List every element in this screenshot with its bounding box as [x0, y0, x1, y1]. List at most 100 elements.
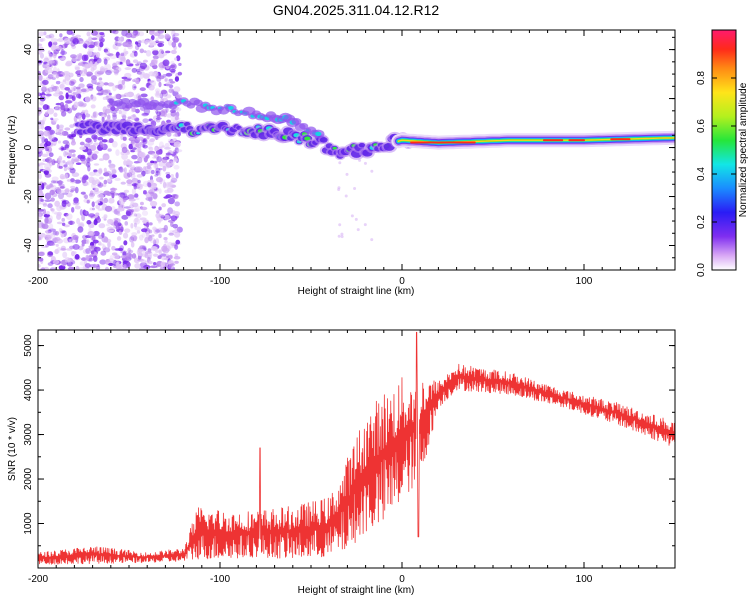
spectrogram-noise-speck — [157, 227, 164, 234]
spectrogram-noise-speck — [135, 41, 139, 45]
spectrogram-noise-speck — [123, 172, 131, 179]
spectrogram-noise-speck — [147, 140, 155, 146]
spectrogram-noise-speck — [170, 174, 175, 179]
spectrogram-ytick-label: 40 — [23, 44, 34, 56]
spectrogram-noise-speck — [172, 34, 176, 41]
spectrogram-noise-speck — [134, 205, 141, 212]
spectrogram-noise-speck — [120, 56, 126, 62]
spectrogram-noise-speck — [156, 111, 162, 116]
spectrogram-noise-speck — [44, 199, 52, 202]
spectrogram-noise-speck — [130, 201, 135, 205]
spectrogram-noise-speck — [85, 239, 90, 245]
spectrogram-noise-speck — [175, 94, 182, 99]
spectrogram-noise-speck — [167, 197, 175, 205]
spectrogram-noise-speck — [168, 254, 173, 260]
spectrogram-noise-speck — [131, 188, 137, 195]
spectrogram-noise-speck — [102, 245, 107, 251]
spectrogram-noise-speck — [154, 174, 159, 177]
spectrogram-noise-speck — [50, 38, 58, 43]
spectrogram-noise-speck — [59, 33, 63, 38]
spectrogram-noise-speck — [174, 260, 179, 264]
spectrogram-noise-speck — [73, 101, 79, 109]
spectrogram-noise-speck — [124, 221, 129, 226]
spectrogram-noise-speck — [47, 146, 53, 153]
spectrogram-ridge-core — [304, 136, 311, 141]
spectrogram-noise-speck — [121, 146, 128, 154]
spectrogram-noise-speck — [47, 203, 53, 209]
spectrogram-noise-speck — [110, 106, 116, 112]
spectrogram-noise-speck — [61, 217, 65, 222]
spectrogram-noise-speck — [88, 213, 96, 218]
spectrogram-noise-speck — [155, 167, 161, 174]
spectrogram-noise-speck — [59, 84, 65, 89]
spectrogram-noise-speck — [90, 95, 97, 102]
spectrogram-noise-speck — [118, 166, 124, 173]
spectrogram-noise-speck — [48, 41, 53, 48]
spectrogram-noise-speck — [65, 148, 70, 151]
spectrogram-noise-speck — [67, 266, 75, 270]
spectrogram-noise-speck — [95, 41, 100, 47]
spectrogram-noise-speck — [110, 110, 118, 114]
spectrogram-noise-speck — [109, 166, 116, 171]
spectrogram-noise-speck — [44, 56, 49, 62]
spectrogram-noise-speck — [144, 236, 149, 244]
spectrogram-noise-speck — [89, 195, 94, 199]
spectrogram-noise-speck — [139, 87, 146, 92]
spectrogram-noise-speck — [125, 32, 133, 38]
spectrogram-noise-speck — [370, 238, 374, 242]
spectrogram-ytick-label: -40 — [23, 238, 34, 253]
spectrogram-noise-speck — [165, 94, 172, 99]
spectrogram-noise-speck — [123, 264, 127, 267]
spectrogram-noise-speck — [118, 109, 122, 115]
spectrogram-noise-speck — [67, 220, 75, 225]
spectrogram-noise-speck — [58, 94, 65, 101]
spectrogram-noise-speck — [94, 187, 99, 193]
spectrogram-noise-speck — [58, 180, 63, 186]
spectrogram-noise-speck — [122, 136, 127, 141]
spectrogram-noise-speck — [41, 223, 49, 229]
colorbar-label: Normalized spectral amplitude — [738, 82, 749, 217]
spectrogram-noise-speck — [155, 210, 160, 214]
spectrogram-noise-speck — [43, 130, 51, 137]
spectrogram-noise-speck — [139, 62, 148, 70]
spectrogram-noise-speck — [147, 182, 152, 188]
spectrogram-noise-speck — [66, 30, 73, 35]
spectrogram-noise-speck — [173, 210, 181, 217]
spectrogram-noise-speck — [175, 172, 179, 179]
spectrogram-noise-speck — [135, 165, 142, 172]
spectrogram-noise-speck — [133, 222, 137, 228]
spectrogram-noise-speck — [42, 79, 49, 86]
spectrogram-noise-speck — [134, 226, 142, 231]
spectrogram-noise-speck — [73, 251, 77, 255]
spectrogram-noise-speck — [126, 159, 131, 164]
spectrogram-noise-speck — [93, 219, 98, 226]
spectrogram-noise-speck — [51, 70, 58, 75]
spectrogram-noise-speck — [70, 140, 76, 146]
spectrogram-noise-speck — [98, 77, 103, 81]
spectrogram-noise-speck — [172, 229, 180, 233]
spectrogram-noise-speck — [42, 104, 49, 111]
spectrogram-noise-speck — [122, 260, 129, 264]
spectrogram-noise-speck — [93, 230, 100, 237]
spectrogram-noise-speck — [104, 205, 113, 212]
spectrogram-noise-speck — [99, 190, 104, 194]
spectrogram-noise-speck — [87, 230, 95, 237]
spectrogram-noise-speck — [61, 147, 67, 151]
spectrogram-noise-speck — [52, 180, 61, 184]
spectrogram-noise-speck — [131, 253, 137, 259]
spectrogram-noise-speck — [121, 214, 129, 220]
spectrogram-xtick-label: -100 — [210, 276, 230, 287]
spectrogram-noise-speck — [138, 234, 144, 241]
spectrogram-noise-speck — [61, 49, 65, 56]
spectrogram-noise-speck — [162, 59, 170, 67]
spectrogram-noise-speck — [80, 88, 87, 93]
spectrogram-noise-speck — [65, 151, 69, 156]
spectrogram-noise-speck — [113, 217, 119, 221]
spectrogram-noise-speck — [44, 111, 49, 116]
spectrogram-noise-speck — [82, 67, 88, 72]
spectrogram-noise-speck — [110, 187, 116, 194]
spectrogram-noise-speck — [120, 56, 126, 63]
spectrogram-noise-speck — [53, 49, 60, 55]
spectrogram-noise-speck — [81, 160, 87, 164]
spectrogram-noise-speck — [79, 77, 84, 83]
